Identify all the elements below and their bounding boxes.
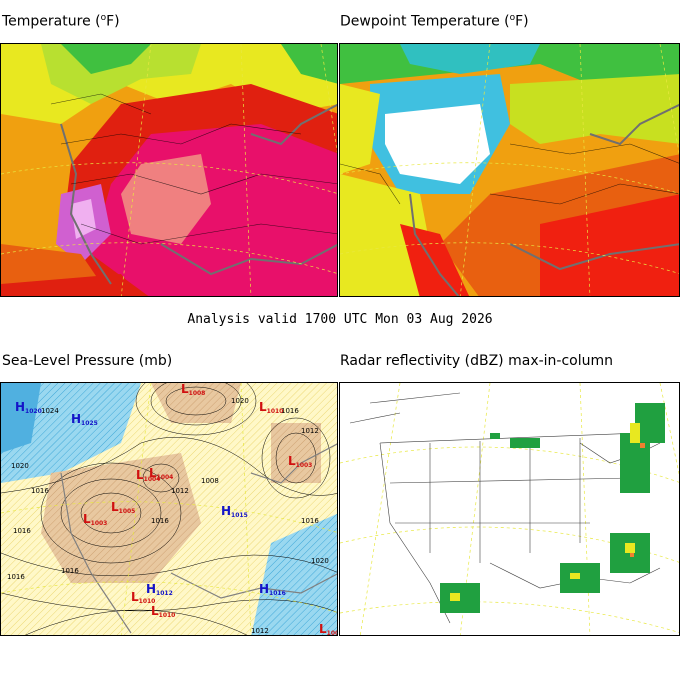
pressure-center-value: 1005 [119, 508, 136, 515]
analysis-valid-time: Analysis valid 1700 UTC Mon 03 Aug 2026 [187, 312, 493, 327]
dewpoint-title-main: Dewpoint Temperature ( [340, 13, 510, 30]
isobar-label: 1016 [31, 487, 49, 495]
dewpoint-map [339, 43, 680, 297]
isobar-labels: 1016101610201024102010161012100810121016… [7, 397, 329, 635]
isobar-label: 1016 [13, 527, 31, 535]
pressure-center-value: 1008 [327, 630, 338, 636]
pressure-map: H1020 H1025 L1008 L1010 L1003 L1004 L1005 L1003… [0, 382, 338, 636]
isobar-label: 1016 [7, 573, 25, 581]
pressure-center-value: 1010 [267, 408, 284, 415]
temperature-map [0, 43, 338, 297]
isobar-label: 1012 [251, 627, 269, 635]
pressure-center-value: 1020 [25, 408, 42, 415]
pressure-center-value: 1010 [139, 598, 156, 605]
isobar-label: 1016 [281, 407, 299, 415]
pressure-center-value: 1008 [189, 390, 206, 397]
isobar-label: 1012 [301, 427, 319, 435]
radar-map [339, 382, 680, 636]
pressure-center-value: 1016 [269, 590, 286, 597]
temperature-title-main: Temperature ( [2, 13, 101, 30]
pressure-title: Sea-Level Pressure (mb) [2, 353, 173, 369]
temperature-map-graphic [1, 44, 337, 296]
isobar-label: 1016 [61, 567, 79, 575]
pressure-center-value: 1003 [91, 520, 108, 527]
radar-title: Radar reflectivity (dBZ) max-in-column [340, 353, 613, 369]
degree-symbol: o [509, 13, 516, 23]
isobar-label: 1024 [41, 407, 59, 415]
radar-map-graphic [340, 383, 679, 635]
pressure-center-value: 1010 [159, 612, 176, 619]
temperature-title: Temperature (oF) [2, 13, 120, 30]
pressure-map-graphic: H1020H1025L1008L1010L1003L1004L1005L1003… [1, 383, 338, 636]
isobar-label: 1008 [201, 477, 219, 485]
pressure-center-value: 1004 [157, 474, 174, 481]
pressure-center-value: 1003 [296, 462, 313, 469]
isobar-label: 1020 [231, 397, 249, 405]
pressure-center-value: 1015 [231, 512, 248, 519]
dewpoint-title-end: F) [515, 13, 529, 30]
isobar-label: 1012 [171, 487, 189, 495]
pressure-center-value: 1025 [81, 420, 98, 427]
temperature-title-end: F) [106, 13, 120, 30]
isobar-label: 1020 [11, 462, 29, 470]
pressure-center-value: 1004 [144, 476, 161, 483]
pressure-center-value: 1012 [156, 590, 173, 597]
dewpoint-map-graphic [340, 44, 679, 296]
isobar-label: 1016 [301, 517, 319, 525]
pressure-centers: H1020H1025L1008L1010L1003L1004L1005L1003… [15, 383, 338, 636]
dewpoint-title: Dewpoint Temperature (oF) [340, 13, 529, 30]
isobar-label: 1016 [151, 517, 169, 525]
degree-symbol: o [100, 13, 107, 23]
isobar-label: 1020 [311, 557, 329, 565]
